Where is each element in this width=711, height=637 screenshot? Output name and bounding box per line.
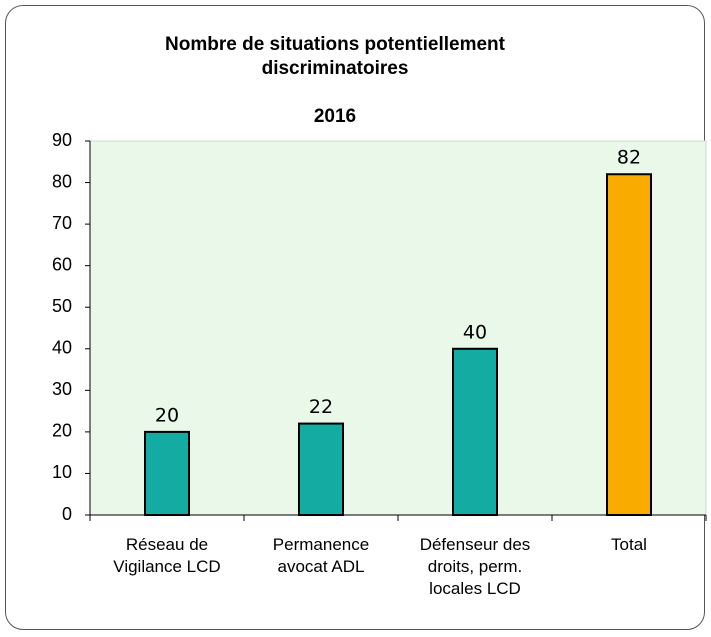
y-tick-label: 70 xyxy=(52,213,72,233)
value-label: 82 xyxy=(617,147,641,169)
x-tick-label: Total xyxy=(611,535,647,554)
bar xyxy=(452,347,498,516)
value-label: 22 xyxy=(309,396,333,418)
y-tick-label: 90 xyxy=(52,130,72,150)
chart-subtitle: 2016 xyxy=(313,106,357,127)
y-tick-label: 60 xyxy=(52,254,72,274)
x-tick-label: Réseau de Vigilance LCD xyxy=(113,535,221,576)
plot-area xyxy=(89,140,707,516)
y-tick-label: 30 xyxy=(52,379,72,399)
bar xyxy=(606,173,652,516)
y-tick-label: 40 xyxy=(52,338,72,358)
y-tick-label: 10 xyxy=(52,462,72,482)
chart-title: Nombre de situations potentiellement dis… xyxy=(165,34,505,79)
value-label: 40 xyxy=(463,321,487,343)
y-tick-label: 80 xyxy=(52,171,72,191)
y-tick-label: 0 xyxy=(62,504,72,524)
bar xyxy=(144,430,190,516)
value-label: 20 xyxy=(155,404,179,426)
x-tick-label: Permanence avocat ADL xyxy=(272,535,370,576)
y-tick-label: 50 xyxy=(52,296,72,316)
bar xyxy=(298,422,344,517)
y-tick-label: 20 xyxy=(52,421,72,441)
x-tick-label: Défenseur des droits, perm. locales LCD xyxy=(419,535,531,598)
